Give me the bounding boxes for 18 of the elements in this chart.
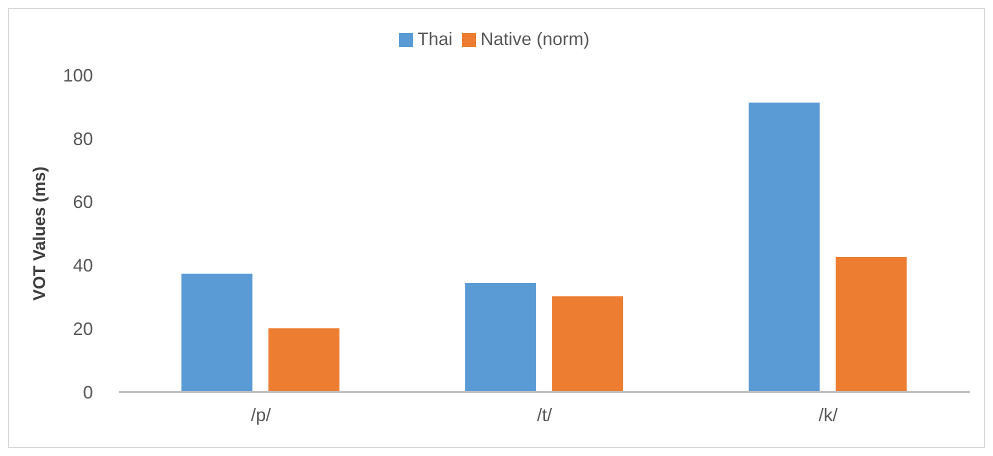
bar bbox=[552, 296, 624, 392]
bar bbox=[836, 256, 907, 392]
y-axis-title: VOT Values (ms) bbox=[30, 166, 50, 301]
x-tick-label: /p/ bbox=[250, 404, 271, 425]
bar bbox=[748, 102, 820, 392]
y-tick-label: 0 bbox=[82, 382, 93, 402]
y-tick-label: 60 bbox=[72, 192, 93, 212]
y-tick-label: 20 bbox=[72, 318, 93, 339]
y-tick-label: 40 bbox=[72, 256, 93, 276]
bar bbox=[268, 328, 340, 392]
bar bbox=[465, 282, 536, 392]
y-tick-label: 100 bbox=[62, 65, 93, 86]
legend-label: Thai bbox=[417, 29, 452, 49]
legend-label: Native (norm) bbox=[480, 29, 590, 49]
x-tick-label: /t/ bbox=[536, 404, 552, 425]
y-tick-label: 80 bbox=[72, 128, 93, 149]
bar bbox=[181, 274, 252, 392]
x-tick-label: /k/ bbox=[818, 404, 838, 425]
